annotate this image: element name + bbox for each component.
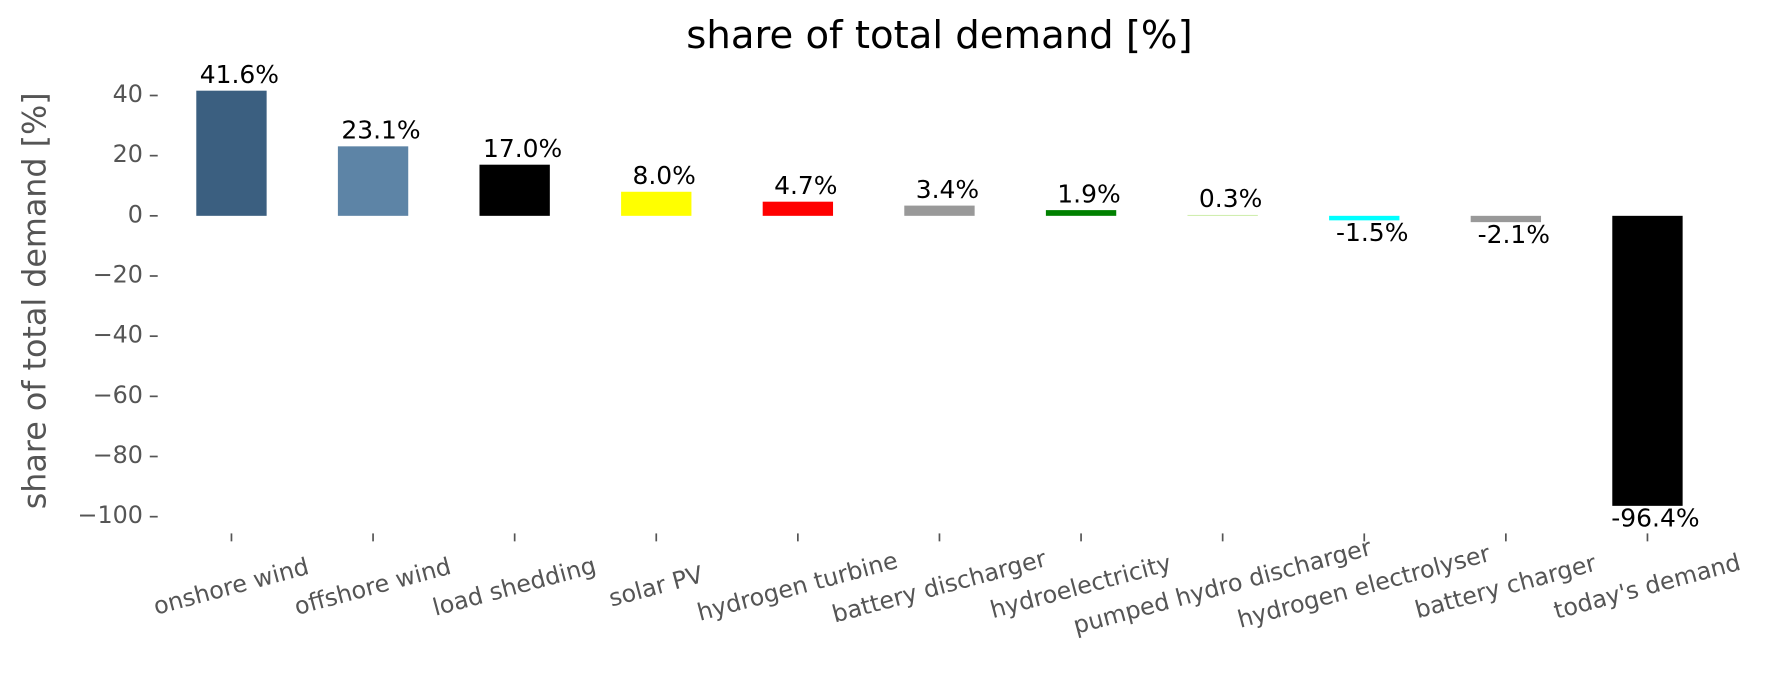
value-label: 1.9%: [1057, 179, 1120, 208]
y-tick-label: 20: [113, 140, 143, 168]
value-label: 0.3%: [1199, 184, 1262, 213]
bar: [337, 146, 409, 216]
y-tick-label: −80: [93, 441, 143, 469]
value-label: -96.4%: [1611, 503, 1699, 532]
value-label: -1.5%: [1336, 218, 1408, 247]
y-tick-label: 40: [113, 80, 143, 108]
y-tick-label: −40: [93, 321, 143, 349]
x-tick-label: solar PV: [606, 560, 707, 612]
value-label: 23.1%: [341, 116, 420, 145]
y-tick-label: 0: [128, 200, 143, 228]
bar: [1612, 215, 1683, 506]
value-label: 3.4%: [916, 175, 979, 204]
bar: [479, 164, 550, 216]
value-label: 17.0%: [483, 134, 562, 163]
value-label: 41.6%: [200, 60, 279, 89]
value-label: 8.0%: [633, 161, 696, 190]
chart-title: share of total demand [%]: [686, 13, 1192, 58]
y-axis-label: share of total demand [%]: [17, 92, 53, 509]
bar: [196, 90, 267, 216]
x-tick-label: onshore wind: [150, 552, 311, 620]
bar: [621, 191, 692, 216]
bar: [1470, 215, 1542, 223]
x-tick-label: offshore wind: [291, 552, 454, 621]
bar: [1329, 215, 1400, 221]
y-tick-label: −20: [93, 261, 143, 289]
bar: [1045, 210, 1117, 216]
y-tick-label: −60: [93, 381, 143, 409]
y-tick-label: −100: [78, 501, 143, 529]
bar: [904, 205, 975, 216]
bar: [762, 201, 834, 216]
bar: [1187, 214, 1258, 216]
x-tick-label: load shedding: [430, 551, 599, 621]
value-label: -2.1%: [1478, 220, 1550, 249]
value-label: 4.7%: [774, 171, 837, 200]
